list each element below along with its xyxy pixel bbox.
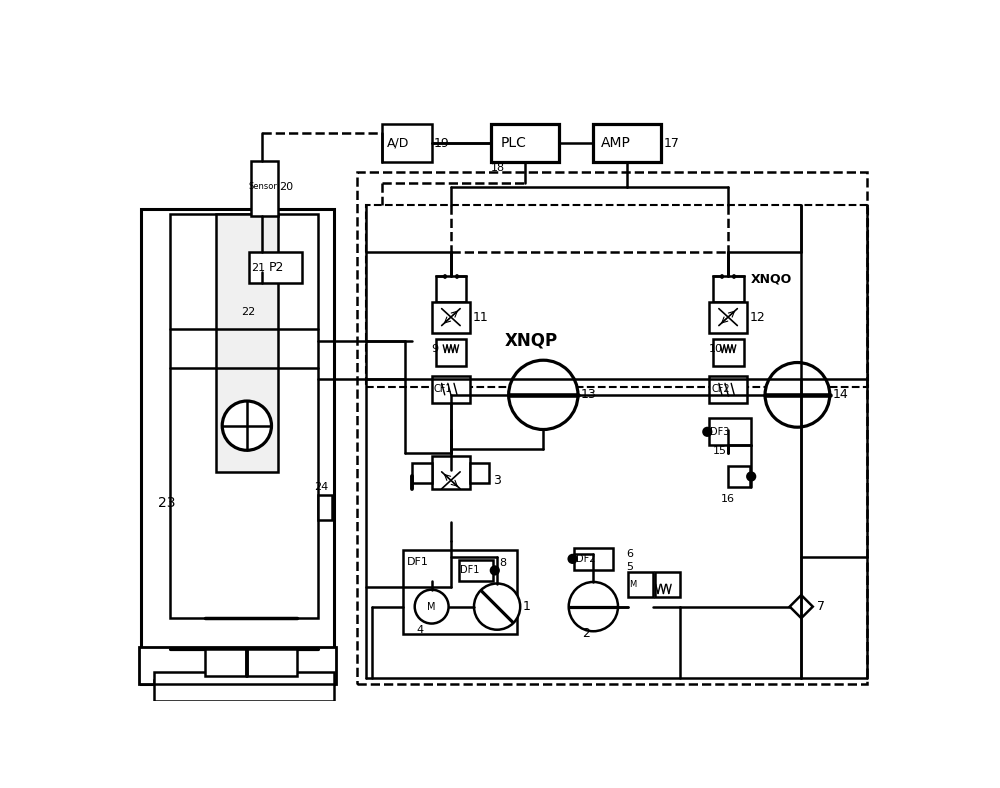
Text: M: M — [629, 580, 636, 589]
Circle shape — [415, 589, 449, 623]
Bar — [491, 124, 559, 162]
Text: CF2: CF2 — [711, 385, 730, 395]
Text: P2: P2 — [268, 262, 284, 274]
Bar — [709, 376, 747, 403]
Text: 14: 14 — [833, 388, 849, 401]
Bar — [139, 647, 336, 684]
Text: DF1: DF1 — [407, 557, 429, 567]
Circle shape — [765, 362, 830, 427]
Bar — [709, 303, 747, 333]
Bar — [470, 463, 489, 482]
Circle shape — [703, 428, 711, 436]
Text: 19: 19 — [433, 136, 449, 150]
Text: 24: 24 — [315, 482, 329, 492]
Bar — [249, 252, 302, 283]
Text: 22: 22 — [241, 307, 256, 317]
Bar — [628, 572, 653, 597]
Text: 3: 3 — [493, 474, 501, 487]
Text: 16: 16 — [720, 494, 734, 504]
Bar — [459, 559, 493, 582]
Text: CF1: CF1 — [434, 385, 452, 395]
Text: DF3: DF3 — [710, 427, 730, 437]
Text: Sensor: Sensor — [248, 183, 277, 191]
Text: 7: 7 — [817, 600, 825, 613]
Text: DF1: DF1 — [460, 566, 480, 575]
Bar — [728, 466, 750, 487]
Text: A/D: A/D — [387, 136, 409, 150]
Text: 17: 17 — [663, 136, 679, 150]
Bar — [432, 303, 470, 333]
Text: AMP: AMP — [601, 136, 631, 150]
Text: 10: 10 — [709, 344, 723, 354]
Text: 23: 23 — [158, 496, 176, 510]
Circle shape — [509, 360, 578, 429]
Circle shape — [569, 555, 576, 563]
Bar — [655, 572, 680, 597]
Text: 8: 8 — [499, 558, 507, 567]
Circle shape — [474, 583, 520, 630]
Bar — [436, 340, 466, 366]
Circle shape — [747, 473, 755, 481]
Text: 6: 6 — [626, 549, 633, 559]
Bar — [713, 340, 744, 366]
Text: 9: 9 — [432, 344, 439, 354]
Bar — [366, 205, 868, 387]
Bar — [713, 276, 744, 303]
Text: 20: 20 — [279, 182, 293, 192]
Bar — [154, 672, 334, 684]
Text: 13: 13 — [580, 388, 596, 401]
Text: 1: 1 — [523, 600, 530, 613]
Circle shape — [491, 567, 499, 574]
Bar — [205, 649, 297, 676]
Circle shape — [569, 582, 618, 631]
Text: M: M — [427, 601, 436, 611]
Bar — [216, 214, 278, 472]
Bar — [432, 376, 470, 403]
Circle shape — [222, 401, 271, 450]
Text: 2: 2 — [582, 627, 590, 640]
Bar — [170, 214, 318, 618]
Bar — [154, 680, 334, 701]
Bar — [593, 124, 661, 162]
Text: XNQP: XNQP — [505, 332, 558, 350]
Bar — [251, 161, 278, 216]
Bar — [357, 172, 867, 684]
Bar — [574, 548, 613, 570]
Text: PLC: PLC — [500, 136, 526, 150]
Bar — [318, 495, 332, 519]
Text: 11: 11 — [472, 311, 488, 325]
Bar — [432, 455, 470, 489]
Bar — [382, 124, 432, 162]
Text: 15: 15 — [713, 446, 727, 456]
Text: DF2: DF2 — [576, 554, 595, 564]
Bar — [412, 463, 432, 482]
Bar — [436, 276, 466, 303]
Text: XNQO: XNQO — [751, 273, 792, 286]
Bar — [709, 418, 751, 445]
Text: 18: 18 — [491, 162, 505, 173]
Bar — [403, 550, 517, 634]
Text: 12: 12 — [750, 311, 765, 325]
Polygon shape — [790, 595, 813, 618]
Text: 4: 4 — [416, 625, 423, 634]
Bar — [141, 209, 334, 684]
Text: 5: 5 — [626, 562, 633, 571]
Text: 21: 21 — [251, 263, 265, 273]
